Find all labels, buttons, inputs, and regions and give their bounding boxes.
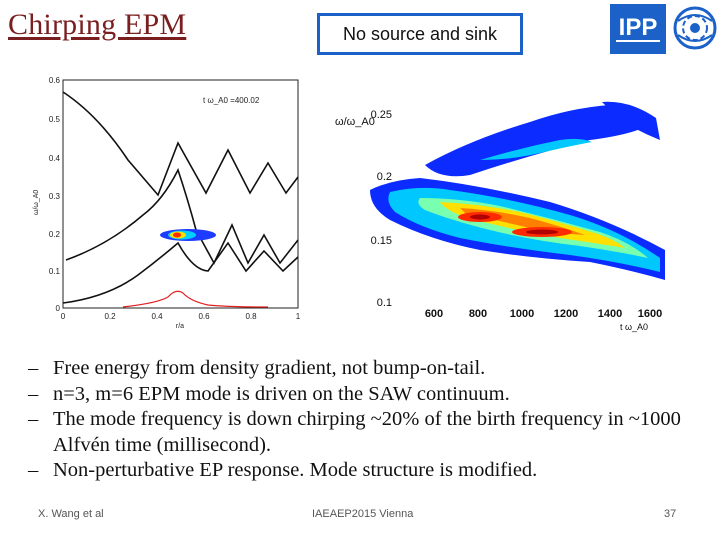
right-ytick: 0.1 <box>377 297 392 309</box>
page-number: 37 <box>664 508 677 520</box>
footer-author: X. Wang et al <box>38 508 104 520</box>
left-xtick: 0.8 <box>245 312 257 321</box>
max-planck-logo <box>673 6 717 50</box>
left-ytick: 0.4 <box>49 154 61 163</box>
bullet-item: – n=3, m=6 EPM mode is driven on the SAW … <box>20 382 710 408</box>
boxed-label: No source and sink <box>342 23 498 44</box>
bullet-list: – Free energy from density gradient, not … <box>20 356 710 484</box>
ipp-logo: IPP <box>610 4 666 54</box>
left-xtick: 0.4 <box>151 312 163 321</box>
right-xtick: 1600 <box>638 308 662 320</box>
left-xtick: 0.6 <box>198 312 210 321</box>
left-xtick: 1 <box>296 312 301 321</box>
right-xtick: 1000 <box>510 308 534 320</box>
bullet-text: n=3, m=6 EPM mode is driven on the SAW c… <box>53 382 510 405</box>
left-ytick: 0 <box>56 304 61 313</box>
left-ytick: 0.3 <box>49 192 61 201</box>
bullet-text: Non-perturbative EP response. Mode struc… <box>53 459 538 481</box>
bullet-dash: – <box>28 459 39 481</box>
no-source-sink-box: No source and sink <box>317 13 523 55</box>
left-ytick: 0.6 <box>49 76 61 85</box>
right-xtick: 1400 <box>598 308 622 320</box>
ipp-logo-text: IPP <box>619 14 658 41</box>
bullet-text: The mode frequency is down chirping ~20%… <box>53 408 681 456</box>
bullet-dash: – <box>28 408 39 430</box>
spectrogram-figure: ω/ω_A0 0.25 0.2 0.15 0.1 600 800 1000 12… <box>335 101 665 332</box>
bullet-text: Free energy from density gradient, not b… <box>53 357 486 379</box>
left-xtick: 0 <box>61 312 66 321</box>
right-ytick: 0.2 <box>377 171 392 183</box>
left-xlabel: r/a <box>176 323 184 330</box>
left-ytick: 0.2 <box>49 230 61 239</box>
bullet-item: – Non-perturbative EP response. Mode stru… <box>20 458 710 484</box>
right-xtick: 600 <box>425 308 443 320</box>
bullet-dash: – <box>28 382 39 405</box>
right-xtick: 800 <box>469 308 487 320</box>
right-ytick: 0.25 <box>371 109 392 121</box>
right-ylabel: ω/ω_A0 <box>335 116 375 128</box>
bullet-dash: – <box>28 357 39 379</box>
bullet-item: – Free energy from density gradient, not … <box>20 356 710 382</box>
left-xtick: 0.2 <box>104 312 116 321</box>
time-annotation: t ω_A0 =400.02 <box>203 96 260 105</box>
left-ytick: 0.1 <box>49 267 61 276</box>
right-xlabel: t ω_A0 <box>620 322 648 332</box>
continuum-figure: t ω_A0 =400.02 0.6 0.5 0.4 0.3 0.2 0.1 0… <box>33 76 301 330</box>
left-ylabel: ω/ω_A0 <box>33 190 40 215</box>
slide-title: Chirping EPM <box>8 8 187 41</box>
bullet-item: – The mode frequency is down chirping ~20… <box>20 407 710 458</box>
left-ytick: 0.5 <box>49 115 61 124</box>
right-xtick: 1200 <box>554 308 578 320</box>
right-ytick: 0.15 <box>371 235 392 247</box>
footer-conference: IAEAEP2015 Vienna <box>312 508 414 520</box>
